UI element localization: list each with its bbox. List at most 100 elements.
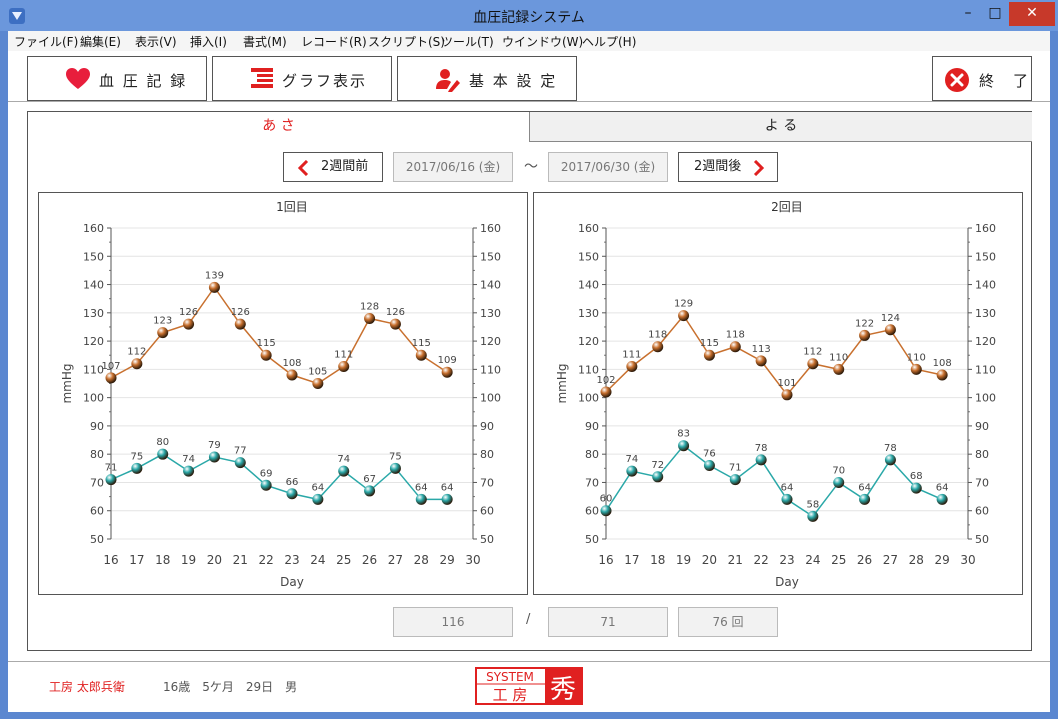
menu-file[interactable]: ファイル(F) bbox=[14, 35, 79, 49]
y-tick-label-right: 50 bbox=[975, 533, 989, 546]
diastolic-point bbox=[936, 493, 948, 505]
logo-hide-mark: 秀 bbox=[550, 675, 576, 705]
tab-night[interactable]: よ る bbox=[530, 112, 1032, 142]
end-date-field[interactable]: 2017/06/30 (金) bbox=[548, 152, 668, 182]
diastolic-point bbox=[678, 440, 690, 452]
y-tick-label-left: 70 bbox=[90, 476, 104, 489]
y-tick-label-right: 80 bbox=[975, 448, 989, 461]
systolic-point bbox=[260, 349, 272, 361]
y-tick-label-right: 150 bbox=[975, 250, 996, 263]
menu-view[interactable]: 表示(V) bbox=[135, 35, 177, 49]
tab-morning[interactable]: あ さ bbox=[28, 112, 530, 142]
diastolic-data-label: 64 bbox=[936, 482, 949, 493]
prev-two-weeks-button[interactable]: 2週間前 bbox=[283, 152, 383, 182]
diastolic-point bbox=[703, 459, 715, 471]
diastolic-data-label: 78 bbox=[884, 443, 897, 454]
y-tick-label-right: 130 bbox=[975, 307, 996, 320]
y-tick-label-left: 50 bbox=[585, 533, 599, 546]
y-axis-label: mmHg bbox=[60, 363, 74, 403]
y-tick-label-left: 60 bbox=[585, 505, 599, 518]
close-window-button[interactable]: ✕ bbox=[1009, 2, 1055, 26]
exit-button[interactable]: 終 了 bbox=[932, 56, 1032, 101]
systolic-point bbox=[157, 327, 169, 339]
diastolic-data-label: 60 bbox=[600, 494, 613, 505]
y-tick-label-left: 140 bbox=[578, 279, 599, 292]
menu-help[interactable]: ヘルプ(H) bbox=[582, 35, 637, 49]
y-tick-label-right: 120 bbox=[975, 335, 996, 348]
y-tick-label-left: 80 bbox=[585, 448, 599, 461]
menu-record[interactable]: レコード(R) bbox=[301, 35, 367, 49]
systolic-data-label: 115 bbox=[412, 338, 431, 349]
next-button-label: 2週間後 bbox=[694, 159, 742, 174]
systolic-data-label: 113 bbox=[752, 344, 771, 355]
maximize-button[interactable]: □ bbox=[988, 5, 1002, 21]
graph-button-label: グラフ表示 bbox=[282, 72, 368, 90]
graph-view-button[interactable]: グラフ表示 bbox=[212, 56, 392, 101]
y-tick-label-left: 120 bbox=[578, 335, 599, 348]
y-tick-label-left: 80 bbox=[90, 448, 104, 461]
systolic-point bbox=[781, 389, 793, 401]
systolic-point bbox=[415, 349, 427, 361]
diastolic-data-label: 64 bbox=[781, 482, 794, 493]
app-icon[interactable] bbox=[8, 7, 26, 25]
diastolic-point bbox=[286, 488, 298, 500]
y-tick-label-left: 160 bbox=[83, 222, 104, 235]
systolic-data-label: 101 bbox=[777, 378, 796, 389]
logo-system-text: SYSTEM bbox=[486, 670, 534, 684]
systolic-data-label: 110 bbox=[829, 352, 848, 363]
y-tick-label-right: 70 bbox=[975, 476, 989, 489]
diastolic-line bbox=[605, 444, 943, 518]
y-tick-label-right: 50 bbox=[480, 533, 494, 546]
x-tick-label: 21 bbox=[728, 553, 743, 567]
close-circle-icon bbox=[945, 68, 969, 92]
basic-settings-button[interactable]: 基 本 設 定 bbox=[397, 56, 577, 101]
systolic-point bbox=[936, 369, 948, 381]
diastolic-data-label: 69 bbox=[260, 468, 273, 479]
systolic-data-label: 107 bbox=[101, 361, 120, 372]
y-tick-label-right: 70 bbox=[480, 476, 494, 489]
minimize-button[interactable]: – bbox=[964, 5, 972, 21]
toolbar-divider bbox=[8, 101, 1050, 102]
menu-insert[interactable]: 挿入(I) bbox=[190, 35, 227, 49]
diastolic-data-label: 67 bbox=[363, 474, 376, 485]
systolic-data-label: 115 bbox=[257, 338, 276, 349]
menu-format[interactable]: 書式(M) bbox=[243, 35, 287, 49]
chevron-left-icon bbox=[297, 160, 309, 176]
y-tick-label-left: 120 bbox=[83, 335, 104, 348]
systolic-data-label: 118 bbox=[726, 330, 745, 341]
user-name: 工房 太郎兵衛 bbox=[49, 680, 125, 694]
menu-tools[interactable]: ツール(T) bbox=[441, 35, 494, 49]
y-tick-label-left: 90 bbox=[585, 420, 599, 433]
record-count-field: 76 回 bbox=[678, 607, 778, 637]
diastolic-point bbox=[441, 493, 453, 505]
y-tick-label-left: 90 bbox=[90, 420, 104, 433]
y-tick-label-left: 140 bbox=[83, 279, 104, 292]
record-button-label: 血 圧 記 録 bbox=[99, 72, 188, 90]
x-tick-label: 29 bbox=[935, 553, 950, 567]
menu-edit[interactable]: 編集(E) bbox=[80, 35, 121, 49]
next-two-weeks-button[interactable]: 2週間後 bbox=[678, 152, 778, 182]
systolic-point bbox=[183, 318, 195, 330]
diastolic-data-label: 74 bbox=[625, 454, 638, 465]
menu-window[interactable]: ウインドウ(W) bbox=[502, 35, 584, 49]
x-tick-label: 28 bbox=[414, 553, 429, 567]
diastolic-point bbox=[312, 493, 324, 505]
y-tick-label-right: 110 bbox=[975, 363, 996, 376]
x-tick-label: 29 bbox=[440, 553, 455, 567]
start-date-field[interactable]: 2017/06/16 (金) bbox=[393, 152, 513, 182]
menu-script[interactable]: スクリプト(S) bbox=[368, 35, 445, 49]
y-tick-label-left: 70 bbox=[585, 476, 599, 489]
systolic-data-label: 129 bbox=[674, 299, 693, 310]
diastolic-data-label: 75 bbox=[389, 451, 402, 462]
diastolic-point bbox=[389, 462, 401, 474]
x-tick-label: 19 bbox=[181, 553, 196, 567]
blood-pressure-record-button[interactable]: 血 圧 記 録 bbox=[27, 56, 207, 101]
chart-first-reading-svg: 1回目 50 50 60 60 70 70 80 80 90 90 100 100 110 110 120 12… bbox=[60, 200, 501, 589]
systolic-data-label: 126 bbox=[386, 307, 405, 318]
systolic-data-label: 128 bbox=[360, 301, 379, 312]
y-tick-label-right: 160 bbox=[480, 222, 501, 235]
systolic-data-label: 111 bbox=[622, 350, 641, 361]
y-tick-label-left: 160 bbox=[578, 222, 599, 235]
systolic-point bbox=[626, 361, 638, 373]
y-tick-label-left: 130 bbox=[578, 307, 599, 320]
